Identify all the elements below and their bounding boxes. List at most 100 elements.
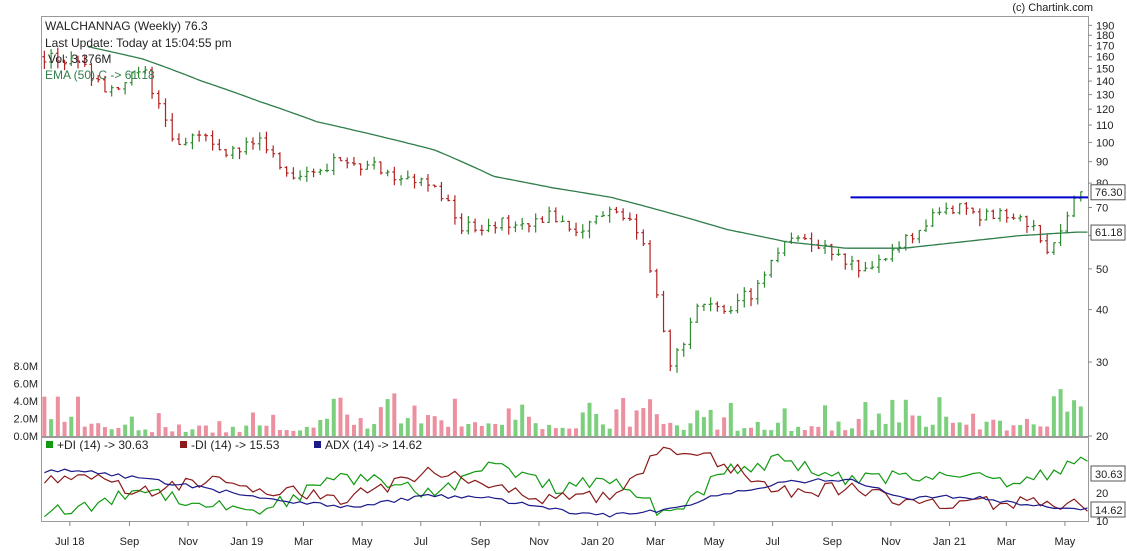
candle [1065,211,1070,234]
volume-bar [244,425,249,436]
volume-bar [500,424,505,436]
candle [688,317,693,350]
volume-bar [298,430,303,436]
candle [749,288,754,307]
volume-bar [648,399,653,436]
volume-bar [116,428,121,436]
ema-line [87,46,1088,249]
pdi-legend-swatch [46,441,53,448]
mdi-legend-swatch [180,441,187,448]
candle [715,301,720,312]
volume-bar [863,402,868,436]
volume-bars [42,389,1083,436]
last-price-value: 76.30 [1095,187,1123,199]
mdi-legend-label: -DI (14) -> 15.53 [191,438,280,452]
candle [775,247,780,263]
candle [769,259,774,278]
candle [197,130,202,142]
candle [365,160,370,170]
volume-bar [843,430,848,436]
candle [836,248,841,256]
volume-bar [452,398,457,436]
x-tick-label: Sep [471,536,491,548]
volume-bar [365,428,370,436]
volume-bar [977,429,982,436]
candle [984,208,989,221]
candle [876,254,881,273]
candle [473,218,478,233]
volume-bar [937,397,942,436]
candle [224,148,229,158]
dmi-series-line [43,446,1088,512]
volume-bar [856,418,861,436]
volume-tick-label: 8.0M [14,361,38,373]
candle [553,207,558,223]
volume-bar [627,426,632,436]
volume-bar [755,421,760,436]
ema-value: 61.18 [1095,227,1123,239]
candle [102,75,107,93]
candle [1011,213,1016,220]
price-tick-label: 20 [1096,431,1108,443]
adx-value: 14.62 [1095,505,1123,517]
volume-bar [520,404,525,436]
volume-bar [1004,430,1009,436]
volume-bar [473,422,478,436]
volume-bar [459,426,464,436]
price-tick-label: 70 [1096,202,1108,214]
volume-bar [849,428,854,436]
candle [89,63,94,87]
candle [668,329,673,372]
candle [607,206,612,223]
candle [378,161,383,175]
pdi-value-tag: 30.63 [1090,465,1126,482]
volume-bar [594,413,599,436]
volume-tick-label: 6.0M [14,379,38,391]
price-candles [42,47,1083,373]
volume-bar [493,423,498,436]
x-tick-label: May [704,536,725,548]
candle [1045,233,1050,255]
volume-bar [870,430,875,436]
volume-bar [250,412,255,436]
indicator-panel-frame [41,437,1089,522]
candle [264,131,269,154]
volume-bar [957,422,962,436]
candle [634,214,639,240]
volume-bar [560,427,565,436]
candle [1024,215,1029,233]
volume-bar [897,422,902,436]
volume-bar [775,422,780,436]
volume-bar [580,412,585,436]
volume-bar [217,421,222,436]
candle [1051,242,1056,255]
candle [533,213,538,233]
volume-bar [634,410,639,436]
price-tick-label: 120 [1096,104,1114,116]
volume-bar [351,424,356,436]
candle [863,261,868,272]
volume-bar [331,398,336,436]
volume-bar [984,421,989,436]
x-tick-label: Mar [294,536,313,548]
candle [116,86,121,91]
candle [937,207,942,216]
volume-bar [903,399,908,436]
volume-bar [1078,406,1083,436]
candle [76,55,81,69]
candle [600,211,605,217]
candle [372,156,377,170]
volume-bar [944,416,949,436]
x-tick-label: May [352,536,373,548]
volume-bar [695,410,700,436]
candle [96,74,101,83]
candle [439,181,444,202]
volume-bar [621,398,626,436]
volume-bar [533,423,538,436]
candle [143,66,148,74]
price-tick-label: 90 [1096,157,1108,169]
volume-bar [129,416,134,436]
candle [271,145,276,158]
candle [883,258,888,262]
pdi-legend-label: +DI (14) -> 30.63 [57,438,149,452]
